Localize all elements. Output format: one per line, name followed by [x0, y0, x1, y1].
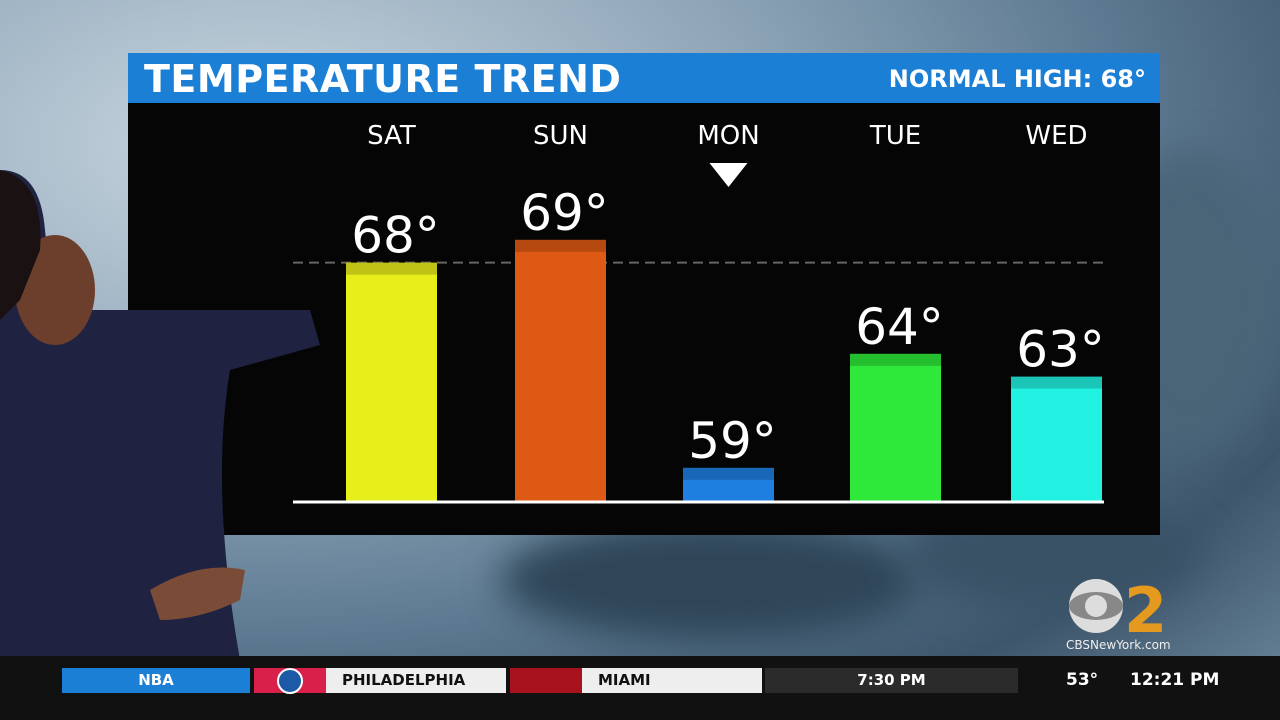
team1-name: PHILADELPHIA — [326, 668, 506, 693]
day-label: MON — [697, 121, 759, 151]
bar-cap — [515, 239, 606, 252]
sports-ticker: NBA PHILADELPHIA MIAMI 7:30 PM 53° 12:21… — [0, 656, 1280, 720]
sixers-logo-icon — [254, 668, 326, 694]
temperature-trend-panel: TEMPERATURE TREND NORMAL HIGH: 68° 68° SA… — [128, 53, 1160, 535]
bar-sun — [515, 239, 606, 503]
day-label: WED — [1025, 121, 1087, 151]
bar-mon — [683, 467, 774, 502]
league-label: NBA — [62, 668, 250, 693]
bar-cap — [1011, 376, 1102, 389]
day-label: SAT — [367, 121, 416, 151]
value-label: 64° — [855, 298, 944, 356]
bar-cap — [346, 262, 437, 275]
presenter-figure — [0, 170, 320, 660]
day-label: TUE — [869, 121, 921, 151]
bar-chart: 68° SAT 69° SUN 59° MON 64° TUE 63° WED — [293, 121, 1105, 504]
value-label: 63° — [1016, 321, 1105, 379]
bar-cap — [850, 353, 941, 366]
current-time: 12:21 PM — [1130, 670, 1220, 690]
bar-tue — [850, 353, 941, 502]
team2-name: MIAMI — [582, 668, 762, 693]
day-label: SUN — [533, 121, 588, 151]
value-label: 59° — [688, 412, 777, 470]
logo-url: CBSNewYork.com — [1066, 638, 1171, 652]
panel-header: TEMPERATURE TREND NORMAL HIGH: 68° — [128, 53, 1160, 103]
bar-cap — [683, 467, 774, 480]
bar-sat — [346, 262, 437, 502]
cbs2-logo: 2 CBSNewYork.com — [1066, 574, 1196, 654]
cloud-bg — [500, 520, 920, 640]
heat-logo-icon — [510, 668, 582, 693]
value-label: 68° — [351, 207, 440, 265]
current-day-marker-icon — [709, 163, 748, 187]
value-label: 69° — [520, 184, 609, 242]
current-temperature: 53° — [1066, 670, 1099, 690]
game-time: 7:30 PM — [765, 668, 1018, 693]
chart-title: TEMPERATURE TREND — [144, 57, 622, 101]
normal-high-label: NORMAL HIGH: 68° — [888, 65, 1146, 93]
bar-wed — [1011, 376, 1102, 502]
svg-text:2: 2 — [1124, 574, 1167, 647]
